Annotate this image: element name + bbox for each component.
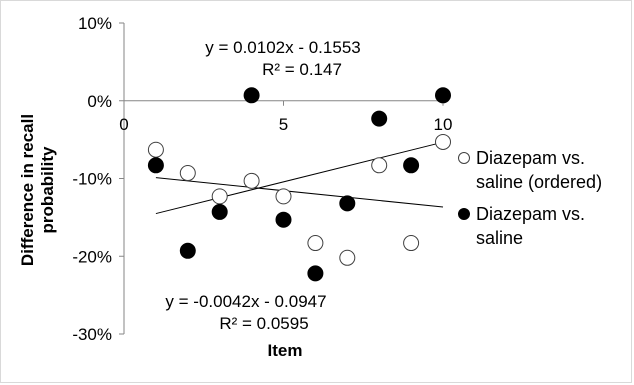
legend-label: saline <box>476 228 523 248</box>
data-point-ordered <box>179 165 196 182</box>
data-point-ordered <box>211 188 228 205</box>
y-tick-label: -20% <box>72 247 112 266</box>
data-point-filled <box>147 157 164 174</box>
data-point-filled <box>435 87 451 104</box>
trendline-equation-filled: y = -0.0042x - 0.0947 <box>165 292 326 311</box>
data-point-ordered <box>435 133 451 150</box>
y-axis-title-line: probability <box>38 146 57 233</box>
y-tick-label: 10% <box>78 14 112 33</box>
y-axis-title-line: Difference in recall <box>18 114 37 266</box>
data-point-ordered <box>243 172 260 189</box>
trendline-r2-ordered: R² = 0.147 <box>262 60 342 79</box>
legend-marker-ordered <box>458 152 470 164</box>
data-point-filled <box>339 195 356 212</box>
trendlines <box>155 141 444 215</box>
x-axis-title: Item <box>268 341 303 360</box>
legend: Diazepam vs. saline (ordered) Diazepam vs.… <box>458 148 602 248</box>
y-tick-label: 0% <box>87 92 112 111</box>
legend-label: saline (ordered) <box>476 172 602 192</box>
trendline-r2-filled: R² = 0.0595 <box>219 314 308 333</box>
data-point-ordered <box>403 235 420 252</box>
data-point-filled <box>179 242 196 259</box>
y-tick-label: -10% <box>72 170 112 189</box>
x-tick-label: 10 <box>434 115 453 134</box>
legend-marker-filled <box>458 208 470 220</box>
data-point-ordered <box>339 249 356 266</box>
axes: 10% 0% -10% -20% -30% 0 5 10 <box>72 14 452 344</box>
legend-label: Diazepam vs. <box>476 204 585 224</box>
data-point-filled <box>243 87 260 104</box>
y-tick-label: -30% <box>72 325 112 344</box>
trendline-ordered <box>155 141 444 215</box>
trendline-filled <box>155 177 444 208</box>
trendline-equation-ordered: y = 0.0102x - 0.1553 <box>205 38 360 57</box>
data-points <box>147 87 451 282</box>
data-point-filled <box>307 265 324 282</box>
x-tick-label: 5 <box>279 115 288 134</box>
data-point-filled <box>371 110 388 127</box>
data-point-ordered <box>275 188 292 205</box>
labels: Item Difference in recallprobability y =… <box>18 38 361 360</box>
data-point-filled <box>275 211 292 228</box>
data-point-ordered <box>371 157 388 174</box>
data-point-ordered <box>307 235 324 252</box>
y-axis-title: Difference in recallprobability <box>18 114 57 266</box>
data-point-filled <box>403 157 420 174</box>
x-tick-label: 0 <box>119 115 128 134</box>
legend-label: Diazepam vs. <box>476 148 585 168</box>
data-point-ordered <box>147 141 164 158</box>
data-point-filled <box>211 203 228 220</box>
